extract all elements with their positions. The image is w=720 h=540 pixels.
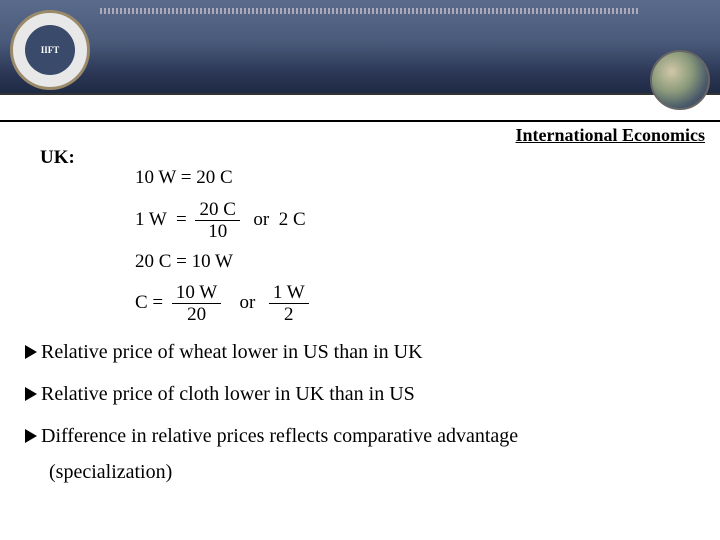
eq4-denominator-2: 2 bbox=[269, 304, 309, 324]
bullet-item-1: Relative price of wheat lower in US than… bbox=[25, 338, 695, 366]
logo-left: IIFT bbox=[10, 10, 90, 90]
eq4-numerator-2: 1 W bbox=[269, 283, 309, 304]
equation-4: C = 10 W 20 or 1 W 2 bbox=[135, 283, 695, 324]
eq4-or: or bbox=[239, 292, 255, 313]
bullet-text-1: Relative price of wheat lower in US than… bbox=[41, 341, 423, 363]
section-label: UK: bbox=[40, 145, 75, 172]
bullet-arrow-icon bbox=[25, 429, 37, 443]
bullet-arrow-icon bbox=[25, 345, 37, 359]
eq2-fraction: 20 C 10 bbox=[195, 200, 239, 241]
bullet-item-2: Relative price of cloth lower in UK than… bbox=[25, 380, 695, 408]
bullet-text-3: Difference in relative prices reflects c… bbox=[41, 425, 518, 447]
equation-1: 10 W = 20 C bbox=[135, 165, 695, 192]
eq2-eq: = bbox=[176, 208, 187, 229]
eq2-lhs: 1 W bbox=[135, 208, 167, 229]
page-title: International Economics bbox=[515, 125, 705, 146]
eq4-numerator-1: 10 W bbox=[172, 283, 221, 304]
eq4-fraction-1: 10 W 20 bbox=[172, 283, 221, 324]
eq2-rhs: 2 C bbox=[279, 208, 306, 229]
eq2-numerator: 20 C bbox=[195, 200, 239, 221]
eq2-denominator: 10 bbox=[195, 221, 239, 241]
globe-icon bbox=[650, 50, 710, 110]
equation-3: 20 C = 10 W bbox=[135, 249, 695, 276]
bullet-text-2: Relative price of cloth lower in UK than… bbox=[41, 383, 415, 405]
bullet-list: Relative price of wheat lower in US than… bbox=[25, 338, 695, 486]
bullet-item-3: Difference in relative prices reflects c… bbox=[25, 422, 695, 486]
header-banner: IIFT bbox=[0, 0, 720, 95]
logo-left-text: IIFT bbox=[25, 25, 75, 75]
header-stripe bbox=[100, 8, 640, 14]
eq2-or: or bbox=[253, 208, 269, 229]
header-divider bbox=[0, 120, 720, 122]
eq4-lhs: C = bbox=[135, 292, 163, 313]
equations-block: 10 W = 20 C 1 W = 20 C 10 or 2 C 20 C = … bbox=[135, 165, 695, 324]
eq4-denominator-1: 20 bbox=[172, 304, 221, 324]
equation-2: 1 W = 20 C 10 or 2 C bbox=[135, 200, 695, 241]
slide-content: UK: 10 W = 20 C 1 W = 20 C 10 or 2 C 20 … bbox=[25, 145, 695, 500]
eq4-fraction-2: 1 W 2 bbox=[269, 283, 309, 324]
specialization-text: (specialization) bbox=[49, 458, 695, 486]
bullet-arrow-icon bbox=[25, 387, 37, 401]
